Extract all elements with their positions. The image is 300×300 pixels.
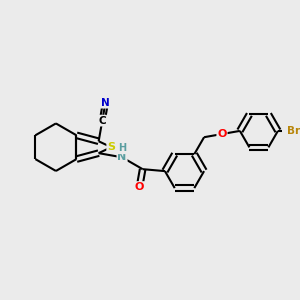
Text: O: O — [135, 182, 144, 192]
Text: N: N — [101, 98, 110, 108]
Text: N: N — [117, 152, 127, 162]
Text: S: S — [107, 142, 115, 152]
Text: Br: Br — [287, 126, 300, 136]
Text: O: O — [217, 129, 227, 139]
Text: H: H — [118, 143, 126, 153]
Text: C: C — [98, 116, 106, 126]
